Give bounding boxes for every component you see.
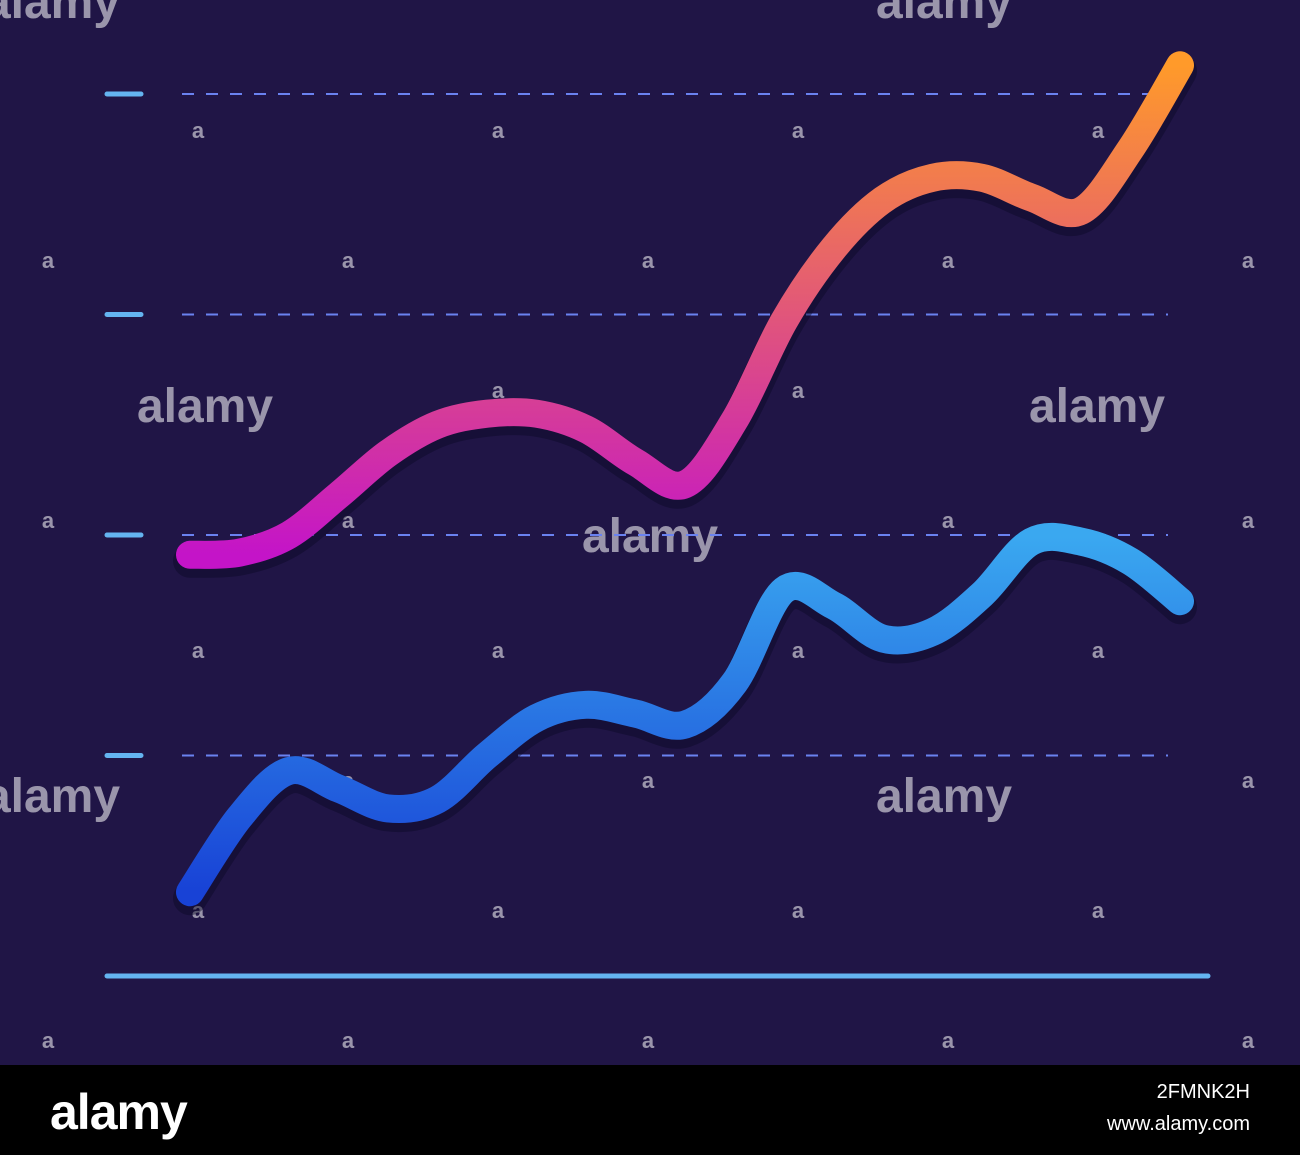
watermark-logo: alamy	[876, 0, 1012, 29]
watermark-small: a	[1092, 638, 1105, 663]
watermark-logo: alamy	[582, 510, 718, 563]
watermark-small: a	[942, 508, 955, 533]
watermark-small: a	[792, 638, 805, 663]
footer-brand-logo: alamy	[50, 1084, 188, 1140]
series-line-2	[176, 522, 1194, 907]
watermark-small: a	[792, 118, 805, 143]
watermark-logo: alamy	[0, 770, 120, 823]
watermark-logo: alamy	[0, 0, 120, 29]
watermark-small: a	[342, 1028, 355, 1053]
watermark-logo: alamy	[876, 770, 1012, 823]
watermark-small: a	[42, 248, 55, 273]
watermark-small: a	[42, 1028, 55, 1053]
watermark-small: a	[1242, 1028, 1255, 1053]
footer-bar: alamy 2FMNK2H www.alamy.com	[0, 1065, 1300, 1155]
watermark-small: a	[792, 898, 805, 923]
watermark-small: a	[1242, 508, 1255, 533]
footer-url: www.alamy.com	[1107, 1113, 1250, 1135]
watermark-small: a	[342, 248, 355, 273]
watermark-small: a	[192, 118, 205, 143]
watermark-small: a	[492, 118, 505, 143]
watermark-small: a	[942, 248, 955, 273]
watermark-small: a	[1092, 118, 1105, 143]
watermark-small: a	[192, 638, 205, 663]
watermark-small: a	[642, 1028, 655, 1053]
watermark-small: a	[642, 768, 655, 793]
watermark-small: a	[942, 1028, 955, 1053]
watermark-small: a	[492, 638, 505, 663]
watermark-logo: alamy	[137, 380, 273, 433]
watermark-small: a	[642, 248, 655, 273]
watermark-small: a	[342, 508, 355, 533]
watermark-small: a	[792, 378, 805, 403]
watermark-logo: alamy	[1029, 380, 1165, 433]
watermark-layer: aaaaaaaaaaaaaaaaaaaaaaaaaaaaaaaalamyalam…	[0, 0, 1255, 1053]
footer-image-id: 2FMNK2H	[1156, 1081, 1250, 1103]
series-line-1	[176, 51, 1194, 569]
watermark-small: a	[1092, 898, 1105, 923]
watermark-small: a	[1242, 248, 1255, 273]
watermark-small: a	[1242, 768, 1255, 793]
watermark-small: a	[492, 898, 505, 923]
chart-area: aaaaaaaaaaaaaaaaaaaaaaaaaaaaaaaalamyalam…	[0, 0, 1300, 1065]
watermark-small: a	[42, 508, 55, 533]
line-chart: aaaaaaaaaaaaaaaaaaaaaaaaaaaaaaaalamyalam…	[0, 0, 1255, 1053]
watermark-small: a	[492, 378, 505, 403]
